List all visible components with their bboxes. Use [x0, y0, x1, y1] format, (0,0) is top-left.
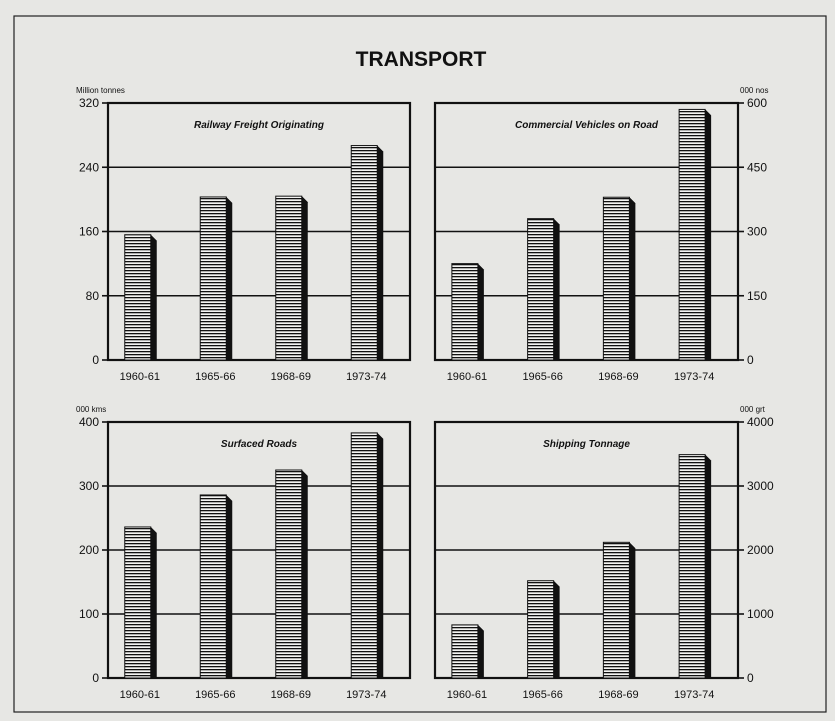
- bar-shadow: [301, 470, 308, 678]
- y-tick-label: 150: [747, 289, 767, 303]
- panel-title: Surfaced Roads: [221, 439, 298, 450]
- bar: [199, 196, 227, 361]
- bar: [451, 624, 479, 679]
- bar: [678, 108, 706, 361]
- bar-shadow: [301, 196, 308, 360]
- x-tick-label: 1960-61: [447, 689, 487, 701]
- x-tick-label: 1973-74: [346, 371, 386, 383]
- x-tick-label: 1965-66: [522, 689, 562, 701]
- figure-border: [13, 15, 827, 713]
- bar: [602, 541, 630, 679]
- x-tick-label: 1968-69: [271, 371, 311, 383]
- unit-label: 000 grt: [740, 405, 766, 414]
- y-tick-label: 100: [79, 607, 99, 621]
- y-tick-label: 200: [79, 543, 99, 557]
- y-tick-label: 320: [79, 96, 99, 110]
- bar-shadow: [629, 197, 636, 360]
- bar-shadow: [553, 580, 560, 678]
- bar-shadow: [377, 145, 384, 360]
- x-tick-label: 1965-66: [522, 371, 562, 383]
- y-tick-label: 600: [747, 96, 767, 110]
- x-tick-label: 1960-61: [120, 371, 160, 383]
- panel-title: Shipping Tonnage: [543, 439, 630, 450]
- x-tick-label: 1968-69: [271, 689, 311, 701]
- bar-shadow: [477, 624, 484, 678]
- y-tick-label: 4000: [747, 415, 774, 429]
- y-tick-label: 400: [79, 415, 99, 429]
- bar: [124, 526, 152, 679]
- x-tick-label: 1968-69: [598, 371, 638, 383]
- unit-label: 000 kms: [76, 405, 106, 414]
- y-tick-label: 300: [747, 225, 767, 239]
- y-tick-label: 80: [86, 289, 100, 303]
- y-tick-label: 160: [79, 225, 99, 239]
- y-tick-label: 2000: [747, 543, 774, 557]
- y-tick-label: 0: [747, 353, 754, 367]
- unit-label: Million tonnes: [76, 86, 125, 95]
- y-tick-label: 240: [79, 160, 99, 174]
- y-tick-label: 3000: [747, 479, 774, 493]
- bar-shadow: [150, 526, 157, 678]
- bar: [350, 432, 378, 679]
- x-tick-label: 1965-66: [195, 689, 235, 701]
- unit-label: 000 nos: [740, 86, 768, 95]
- y-tick-label: 0: [92, 353, 99, 367]
- panel-title: Railway Freight Originating: [194, 120, 324, 131]
- bar-shadow: [705, 109, 712, 360]
- x-tick-label: 1960-61: [447, 371, 487, 383]
- bar: [451, 263, 479, 361]
- panel-frame: [433, 101, 740, 362]
- panel-frame: [106, 101, 412, 362]
- main-title: TRANSPORT: [356, 48, 487, 71]
- x-tick-label: 1968-69: [598, 689, 638, 701]
- bar: [527, 218, 555, 361]
- bar-shadow: [226, 494, 233, 678]
- bar: [678, 454, 706, 679]
- y-tick-label: 0: [92, 671, 99, 685]
- bar: [199, 494, 227, 679]
- x-tick-label: 1960-61: [120, 689, 160, 701]
- bar-shadow: [150, 234, 157, 360]
- bar-shadow: [629, 542, 636, 678]
- y-tick-label: 450: [747, 160, 767, 174]
- y-tick-label: 0: [747, 671, 754, 685]
- bar: [527, 580, 555, 679]
- x-tick-label: 1973-74: [674, 371, 714, 383]
- bar-shadow: [477, 263, 484, 360]
- x-tick-label: 1965-66: [195, 371, 235, 383]
- bar-shadow: [553, 218, 560, 360]
- x-tick-label: 1973-74: [674, 689, 714, 701]
- panel-title: Commercial Vehicles on Road: [515, 120, 659, 131]
- bar: [124, 234, 152, 361]
- panel-frame: [433, 420, 740, 680]
- bar-shadow: [377, 432, 384, 678]
- bar: [275, 469, 303, 679]
- bar-shadow: [705, 454, 712, 678]
- x-tick-label: 1973-74: [346, 689, 386, 701]
- panel-frame: [106, 420, 412, 680]
- bar-shadow: [226, 196, 233, 360]
- y-tick-label: 1000: [747, 607, 774, 621]
- bar: [602, 196, 630, 361]
- bar: [350, 145, 378, 361]
- bar: [275, 195, 303, 361]
- y-tick-label: 300: [79, 479, 99, 493]
